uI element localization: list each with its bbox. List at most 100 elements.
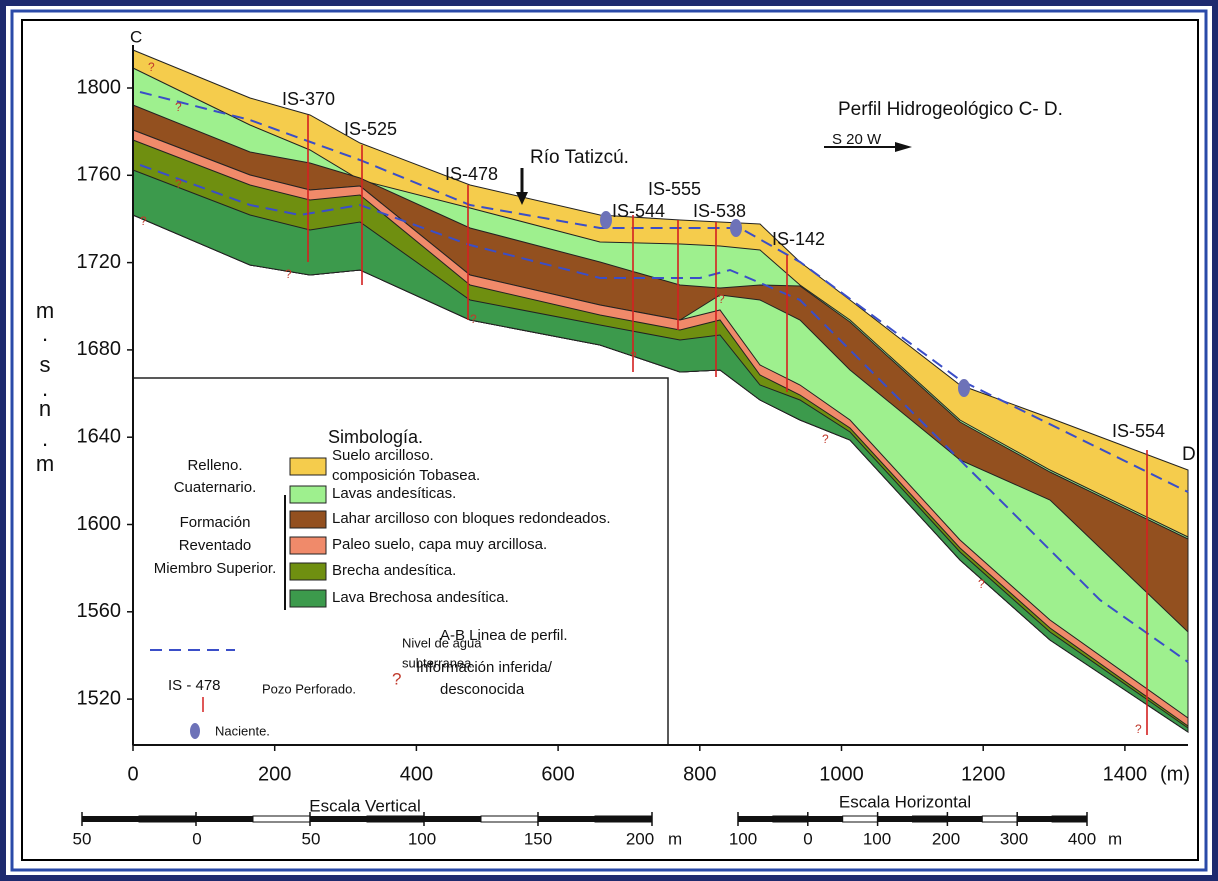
scale-segment <box>310 816 367 822</box>
y-tick-label: 1680 <box>77 338 122 360</box>
spring-sample <box>190 723 200 739</box>
spring <box>600 211 612 229</box>
legend-swatch <box>290 590 326 607</box>
well-label: IS-142 <box>772 229 825 249</box>
river-label: Río Tatizcú. <box>530 147 629 168</box>
scale-segment <box>1017 816 1052 822</box>
question-mark: ? <box>175 177 182 191</box>
y-axis-label: m <box>36 298 54 323</box>
scale-segment <box>481 816 538 822</box>
scale-segment <box>982 816 1017 822</box>
corner-d: D <box>1182 444 1196 465</box>
well-label: IS-370 <box>282 89 335 109</box>
legend-swatch <box>290 511 326 528</box>
x-tick-label: 1000 <box>819 763 864 785</box>
legend-label: Paleo suelo, capa muy arcillosa. <box>332 536 547 553</box>
legend-label: composición Tobasea. <box>332 467 480 484</box>
well-label: IS-555 <box>648 179 701 199</box>
scale-segment <box>139 816 196 822</box>
scale-segment <box>1052 816 1087 822</box>
question-mark: ? <box>718 292 725 306</box>
scale-segment <box>738 816 773 822</box>
scale-segment <box>878 816 913 822</box>
scale-segment <box>424 816 481 822</box>
question-mark: ? <box>470 312 477 326</box>
legend-text: Información inferida/ <box>416 659 553 676</box>
legend-label: Lavas andesíticas. <box>332 485 456 502</box>
legend-group: Miembro Superior. <box>154 560 277 577</box>
y-axis-label: m <box>36 451 54 476</box>
x-tick-label: 400 <box>400 763 433 785</box>
legend-text: Pozo Perforado. <box>262 681 356 696</box>
y-tick-label: 1760 <box>77 164 122 186</box>
scale-unit: m <box>668 829 682 848</box>
scale-segment <box>253 816 310 822</box>
scale-label: 50 <box>73 829 92 848</box>
y-axis-label: . <box>42 426 48 451</box>
scale-segment <box>773 816 808 822</box>
legend-swatch <box>290 458 326 475</box>
legend-text: desconocida <box>440 681 525 698</box>
legend-group: Relleno. <box>187 457 242 474</box>
y-tick-label: 1640 <box>77 425 122 447</box>
legend-symbol: ? <box>392 669 401 688</box>
legend-label: Lahar arcilloso con bloques redondeados. <box>332 510 611 527</box>
scale-label: 100 <box>408 829 436 848</box>
question-mark: ? <box>630 349 637 363</box>
x-tick-label: 600 <box>541 763 574 785</box>
question-mark: ? <box>140 214 147 228</box>
y-axis-label: n <box>39 396 51 421</box>
legend-label: Brecha andesítica. <box>332 562 456 579</box>
scale-segment <box>367 816 424 822</box>
legend-title: Simbología. <box>328 427 423 447</box>
scale-segment <box>82 816 139 822</box>
scale-segment <box>595 816 652 822</box>
scale-label: 200 <box>932 829 960 848</box>
spring <box>730 219 742 237</box>
y-tick-label: 1560 <box>77 600 122 622</box>
question-mark: ? <box>175 100 182 114</box>
question-mark: ? <box>285 267 292 281</box>
scale-label: 150 <box>524 829 552 848</box>
y-axis-label: s <box>40 352 51 377</box>
scale-segment <box>913 816 948 822</box>
legend-label: Lava Brechosa andesítica. <box>332 589 509 606</box>
scale-label: 300 <box>1000 829 1028 848</box>
legend-label: Suelo arcilloso. <box>332 447 434 464</box>
y-axis-label: . <box>42 321 48 346</box>
question-mark: ? <box>148 60 155 74</box>
scale-label: 50 <box>302 829 321 848</box>
legend-group: Cuaternario. <box>174 479 257 496</box>
legend-text: Naciente. <box>215 723 270 738</box>
y-tick-label: 1800 <box>77 76 122 98</box>
well-label: IS-544 <box>612 201 665 221</box>
profile-title: Perfil Hidrogeológico C- D. <box>838 99 1063 120</box>
question-mark: ? <box>822 432 829 446</box>
scale-label: 100 <box>729 829 757 848</box>
legend-group: Reventado <box>179 537 252 554</box>
well-label: IS-525 <box>344 119 397 139</box>
figure: ??????????? IS-370IS-525IS-478IS-544IS-5… <box>0 0 1218 881</box>
x-tick-label: 1200 <box>961 763 1006 785</box>
arrow-head <box>895 142 912 152</box>
scale-label: 0 <box>192 829 201 848</box>
legend-text: A-B Linea de perfil. <box>440 627 568 644</box>
scale-label: 200 <box>626 829 654 848</box>
legend-swatch <box>290 486 326 503</box>
scale-label: 100 <box>863 829 891 848</box>
legend-swatch <box>290 537 326 554</box>
scale-title: Escala Vertical <box>309 796 421 815</box>
legend-text: IS - 478 <box>168 677 221 694</box>
scale-segment <box>947 816 982 822</box>
corner-c: C <box>130 27 142 46</box>
scale-label: 0 <box>803 829 812 848</box>
x-tick-label: 200 <box>258 763 291 785</box>
question-mark: ? <box>978 577 985 591</box>
well-label: IS-538 <box>693 201 746 221</box>
well-label: IS-478 <box>445 164 498 184</box>
direction: S 20 W <box>832 131 882 148</box>
x-tick-label: 1400 <box>1103 763 1148 785</box>
x-tick-label: 800 <box>683 763 716 785</box>
scale-label: 400 <box>1068 829 1096 848</box>
spring <box>958 379 970 397</box>
